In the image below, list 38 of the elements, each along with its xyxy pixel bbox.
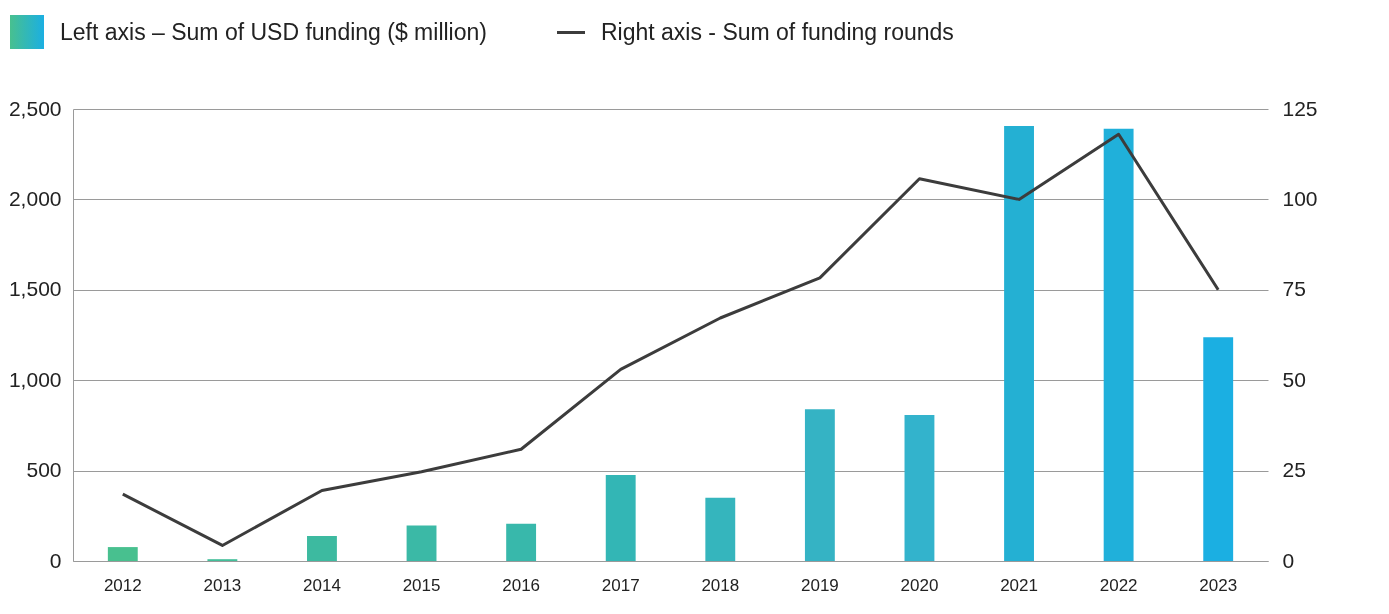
x-tick-label: 2020 — [900, 575, 939, 595]
y-tick-label: 2,000 — [8, 186, 62, 210]
x-tick-label: 2021 — [1000, 575, 1038, 595]
x-tick-label: 2018 — [701, 575, 740, 595]
x-tick-label: 2014 — [303, 575, 341, 595]
y2-tick-label: 125 — [1282, 96, 1318, 120]
y2-tick-label: 25 — [1282, 458, 1306, 482]
x-tick-label: 2012 — [103, 575, 142, 595]
x-tick-label: 2023 — [1199, 575, 1238, 595]
y-tick-label: 0 — [49, 548, 62, 572]
y-tick-label: 500 — [26, 458, 62, 482]
bar — [307, 536, 337, 561]
bar — [705, 497, 736, 561]
y-tick-label: 1,000 — [8, 367, 62, 391]
bar — [1203, 337, 1234, 561]
x-tick-label: 2016 — [502, 575, 541, 595]
legend-label: Left axis – Sum of USD funding ($ million) — [60, 18, 487, 46]
bar — [506, 523, 537, 561]
y2-tick-label: 100 — [1282, 186, 1318, 210]
y2-tick-label: 75 — [1282, 277, 1306, 301]
x-tick-label: 2019 — [800, 575, 839, 595]
bar — [406, 525, 437, 561]
bar — [904, 414, 935, 561]
bar — [1004, 126, 1034, 561]
bar — [1103, 128, 1134, 561]
bar — [804, 409, 835, 561]
y2-tick-label: 0 — [1282, 548, 1295, 572]
x-tick-label: 2022 — [1099, 575, 1138, 595]
line-series — [121, 132, 1220, 547]
bar — [107, 547, 138, 561]
x-tick-label: 2013 — [203, 575, 242, 595]
legend-label: Right axis - Sum of funding rounds — [600, 18, 954, 46]
y-tick-label: 1,500 — [8, 277, 62, 301]
x-tick-label: 2017 — [601, 575, 640, 595]
y2-tick-label: 50 — [1282, 367, 1306, 391]
x-tick-label: 2015 — [402, 575, 441, 595]
bar — [605, 474, 636, 561]
y-tick-label: 2,500 — [8, 96, 62, 120]
